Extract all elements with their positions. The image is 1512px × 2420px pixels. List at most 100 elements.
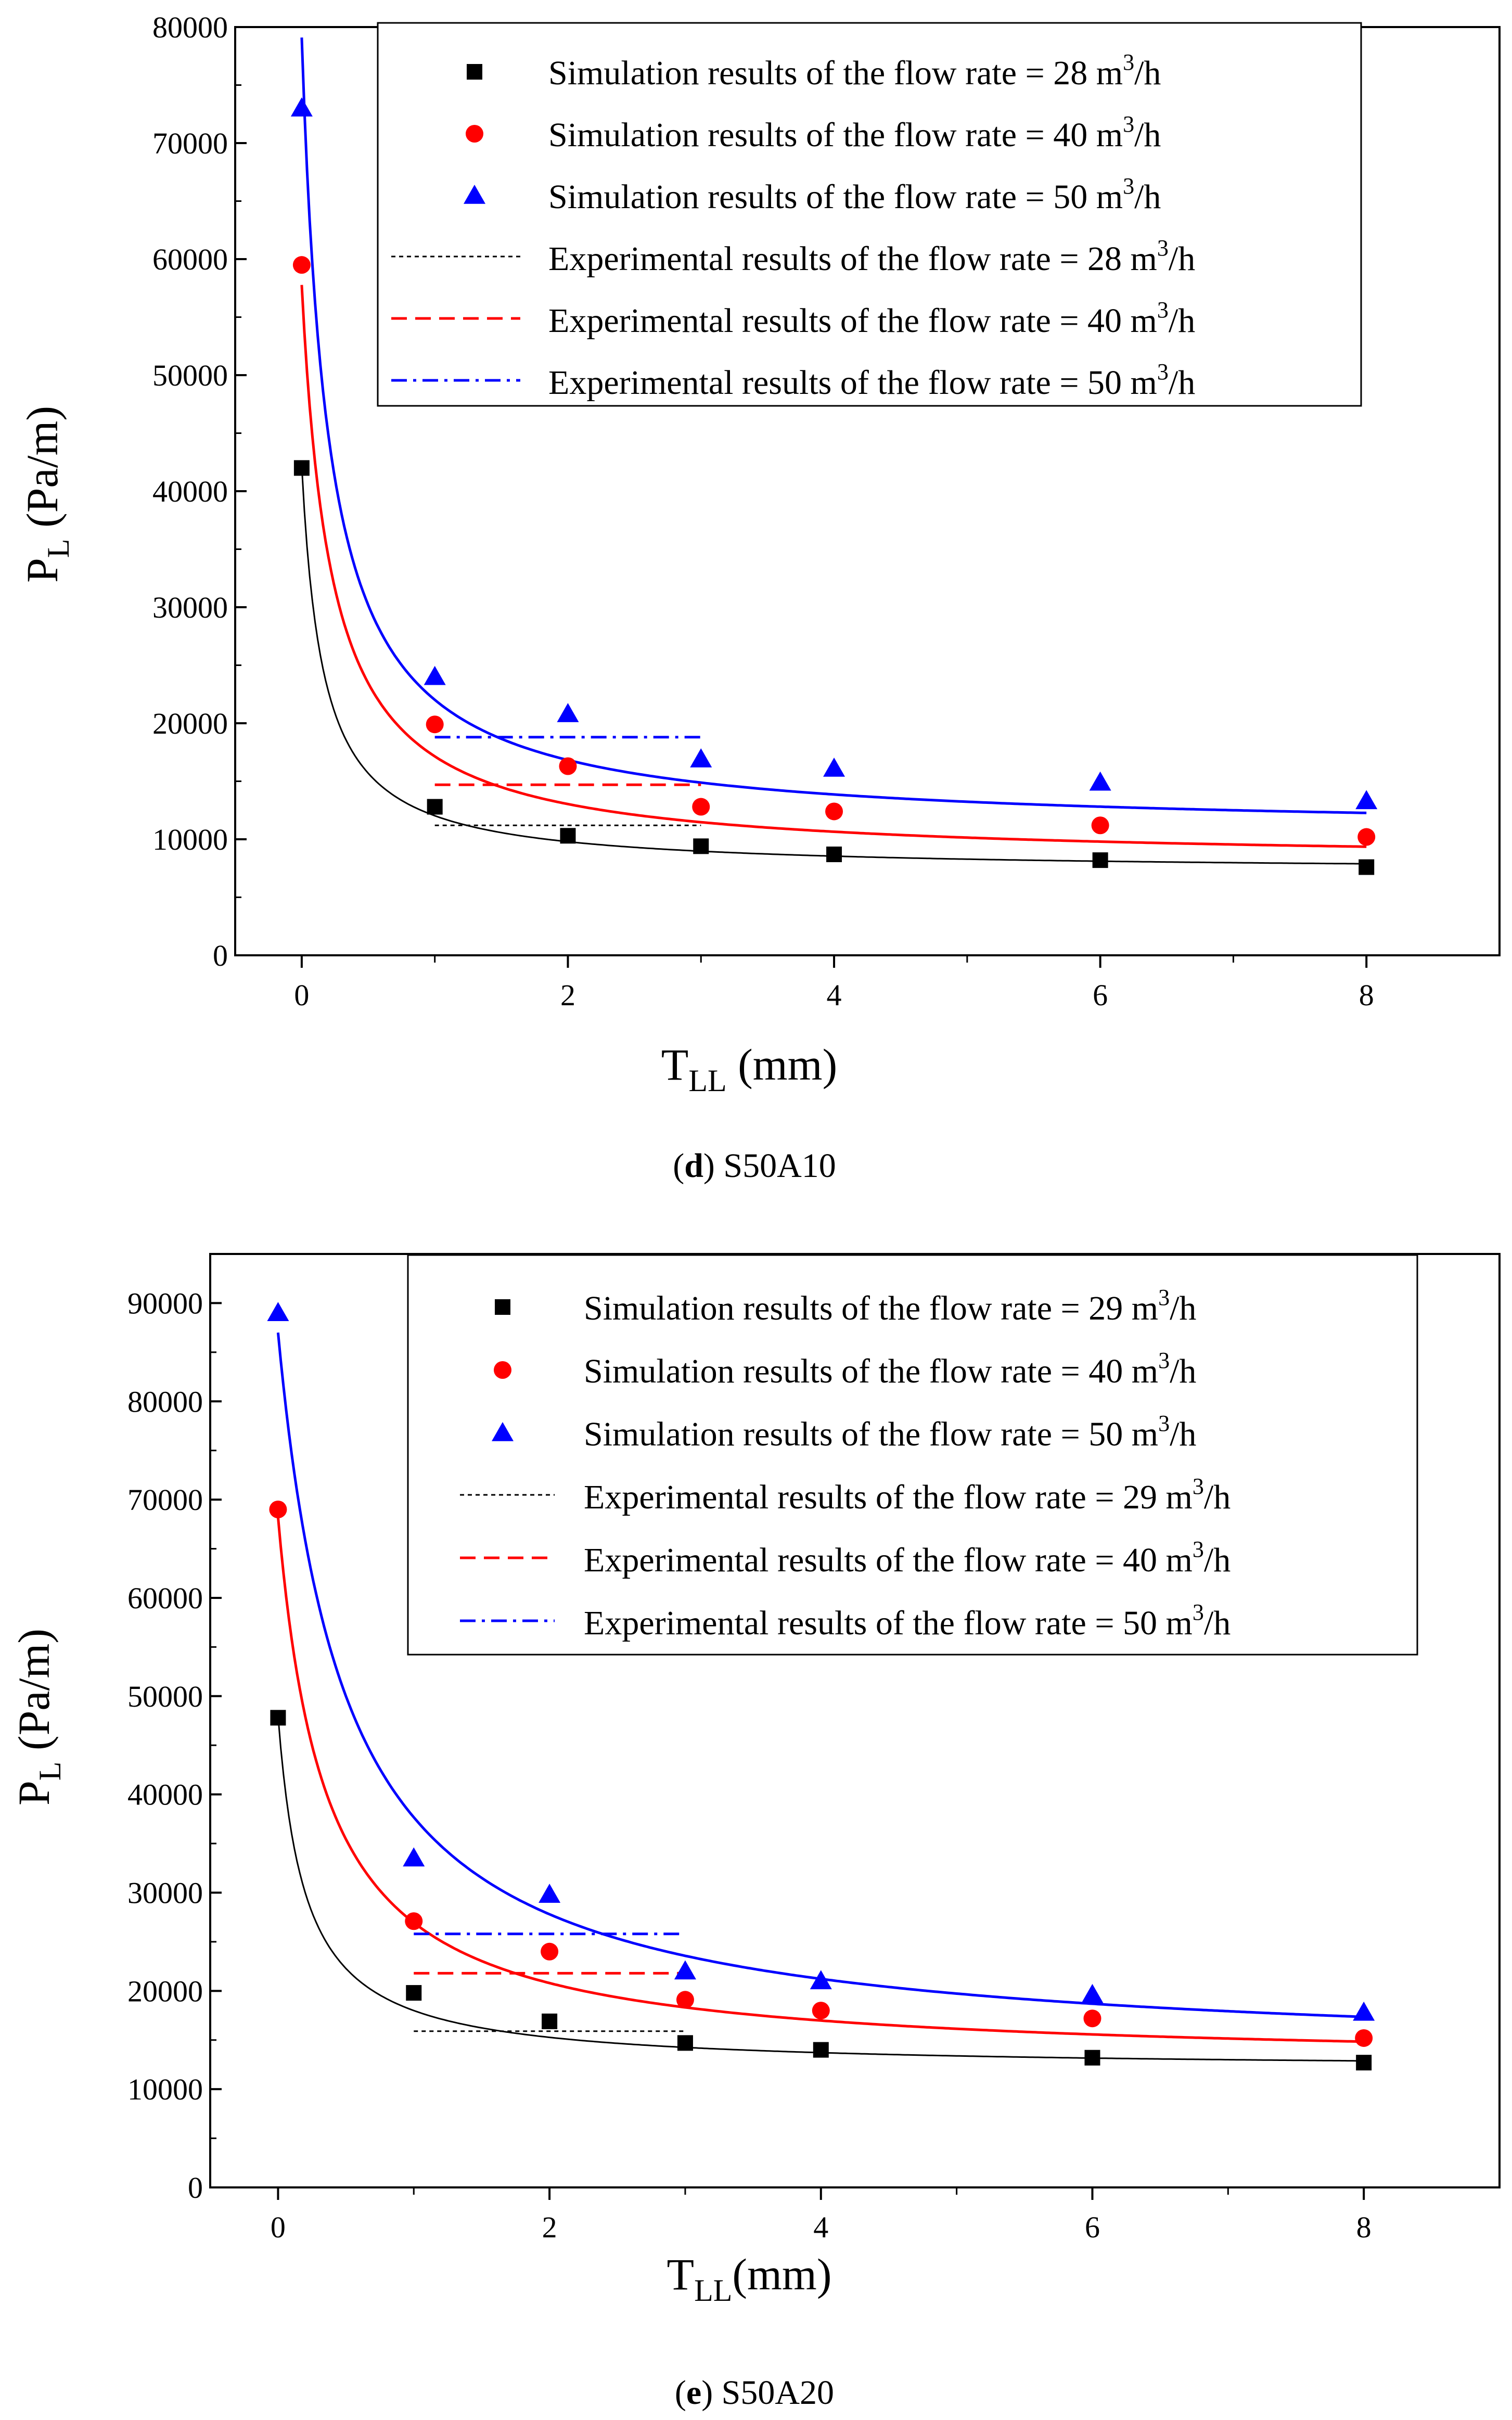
- y-tick-label: 40000: [127, 1778, 203, 1812]
- figure-caption: (e) S50A20: [675, 2374, 834, 2412]
- data-point-square: [1359, 859, 1375, 875]
- x-axis-label-sub: LL: [688, 1064, 726, 1098]
- legend-superscript: 3: [1123, 111, 1134, 137]
- y-tick-label: 10000: [127, 2072, 203, 2106]
- data-point-triangle: [267, 1302, 289, 1322]
- x-tick-label: 4: [813, 2210, 828, 2244]
- legend-superscript: 3: [1157, 235, 1169, 261]
- y-axis-label-sub: L: [41, 539, 75, 558]
- data-point-circle: [405, 1912, 423, 1930]
- caption-paren: (: [675, 2374, 686, 2412]
- plot-frame: [209, 1253, 1501, 2188]
- data-point-triangle: [1355, 790, 1378, 810]
- legend-superscript: 3: [1158, 1348, 1170, 1373]
- x-tick-label: 8: [1359, 978, 1374, 1012]
- chart-panel-e: 0 10000 20000 30000 40000 50000 60000 70000 8000…: [9, 1253, 1501, 2412]
- x-tick-label: 0: [294, 978, 309, 1012]
- legend-unit: /h: [1169, 302, 1195, 340]
- legend-unit: /h: [1204, 1604, 1231, 1642]
- y-tick-label: 80000: [152, 10, 228, 44]
- y-tick-label: 70000: [152, 126, 228, 160]
- y-tick-label: 80000: [127, 1385, 203, 1418]
- legend-superscript: 3: [1157, 297, 1169, 323]
- legend-unit: /h: [1204, 1541, 1231, 1579]
- data-point-square: [1356, 2055, 1372, 2071]
- legend-entry: Simulation results of the flow rate = 40…: [548, 111, 1161, 154]
- legend-unit: /h: [1170, 1415, 1196, 1453]
- legend-superscript: 3: [1123, 49, 1134, 75]
- x-axis-label-unit: (mm): [727, 1040, 838, 1090]
- legend-marker-circle: [466, 125, 483, 143]
- data-point-circle: [692, 798, 710, 816]
- data-point-circle: [676, 1991, 694, 2009]
- legend-entry: Experimental results of the flow rate = …: [584, 1474, 1231, 1516]
- legend-unit: /h: [1169, 364, 1195, 402]
- data-point-triangle: [424, 665, 446, 685]
- caption-paren: (: [673, 1147, 684, 1185]
- legend-entry: Experimental results of the flow rate = …: [584, 1599, 1231, 1642]
- legend-unit: /h: [1169, 240, 1195, 278]
- legend-marker-circle: [494, 1361, 511, 1379]
- data-point-triangle: [557, 703, 579, 722]
- legend-superscript: 3: [1157, 359, 1169, 385]
- legend-text: Simulation results of the flow rate = 40…: [548, 116, 1123, 154]
- legend-superscript: 3: [1193, 1599, 1204, 1625]
- y-tick-label: 30000: [152, 591, 228, 624]
- data-point-circle: [1357, 828, 1376, 846]
- data-point-circle: [812, 2002, 830, 2020]
- x-axis-label-main: T: [661, 1040, 689, 1090]
- y-tick-label: 20000: [127, 1974, 203, 2008]
- data-point-triangle: [810, 1970, 832, 1990]
- legend-unit: /h: [1134, 116, 1161, 154]
- x-tick-label: 8: [1356, 2210, 1372, 2244]
- legend-entry: Experimental results of the flow rate = …: [584, 1536, 1231, 1579]
- legend-text: Simulation results of the flow rate = 50…: [584, 1415, 1158, 1453]
- fit-curve-2: [300, 37, 1367, 814]
- y-tick-label: 70000: [127, 1483, 203, 1517]
- legend-unit: /h: [1134, 54, 1161, 92]
- legend-marker-square: [495, 1299, 510, 1315]
- y-tick-label: 60000: [152, 242, 228, 276]
- y-axis-label-sub: L: [33, 1762, 67, 1781]
- legend-unit: /h: [1204, 1478, 1231, 1516]
- data-point-triangle: [1353, 2001, 1375, 2021]
- data-point-triangle: [674, 1960, 696, 1980]
- data-point-square: [813, 2042, 829, 2058]
- legend-unit: /h: [1170, 1352, 1196, 1390]
- y-axis-label-unit: (Pa/m): [17, 406, 67, 539]
- x-tick-label: 6: [1085, 2210, 1100, 2244]
- x-tick-label: 4: [827, 978, 842, 1012]
- y-tick-label: 10000: [152, 823, 228, 856]
- chart-panel-d: 0 10000 20000 30000 40000 50000 60000 70000 8000…: [17, 10, 1501, 1185]
- legend-entry: Experimental results of the flow rate = …: [548, 297, 1195, 340]
- legend-text: Experimental results of the flow rate = …: [548, 302, 1157, 340]
- y-tick-label: 0: [213, 939, 228, 972]
- legend-text: Experimental results of the flow rate = …: [584, 1478, 1193, 1516]
- figure-caption: (d) S50A10: [673, 1147, 836, 1185]
- caption-panel-label: d: [684, 1147, 703, 1185]
- legend-entry: Experimental results of the flow rate = …: [548, 235, 1195, 278]
- data-point-circle: [426, 715, 444, 734]
- legend-box: [377, 22, 1362, 407]
- data-point-square: [1092, 852, 1108, 868]
- legend-text: Experimental results of the flow rate = …: [548, 240, 1157, 278]
- legend-marker-square: [467, 64, 482, 80]
- y-axis-label-main: P: [9, 1781, 59, 1806]
- data-point-square: [560, 828, 576, 844]
- data-point-square: [693, 838, 709, 854]
- legend-entry: Simulation results of the flow rate = 28…: [548, 49, 1161, 92]
- caption-text: ) S50A10: [703, 1147, 836, 1185]
- y-tick-label: 40000: [152, 475, 228, 508]
- legend-text: Simulation results of the flow rate = 29…: [584, 1289, 1158, 1327]
- data-point-triangle: [539, 1884, 561, 1903]
- caption-text: ) S50A20: [701, 2374, 834, 2412]
- y-tick-label: 90000: [127, 1286, 203, 1320]
- data-point-circle: [292, 256, 311, 274]
- legend-entry: Simulation results of the flow rate = 40…: [584, 1348, 1196, 1390]
- data-point-triangle: [1081, 1983, 1104, 2003]
- data-point-square: [270, 1710, 286, 1726]
- data-point-circle: [1091, 816, 1109, 835]
- data-point-triangle: [290, 97, 313, 117]
- data-point-square: [677, 2035, 693, 2051]
- legend-superscript: 3: [1158, 1411, 1170, 1436]
